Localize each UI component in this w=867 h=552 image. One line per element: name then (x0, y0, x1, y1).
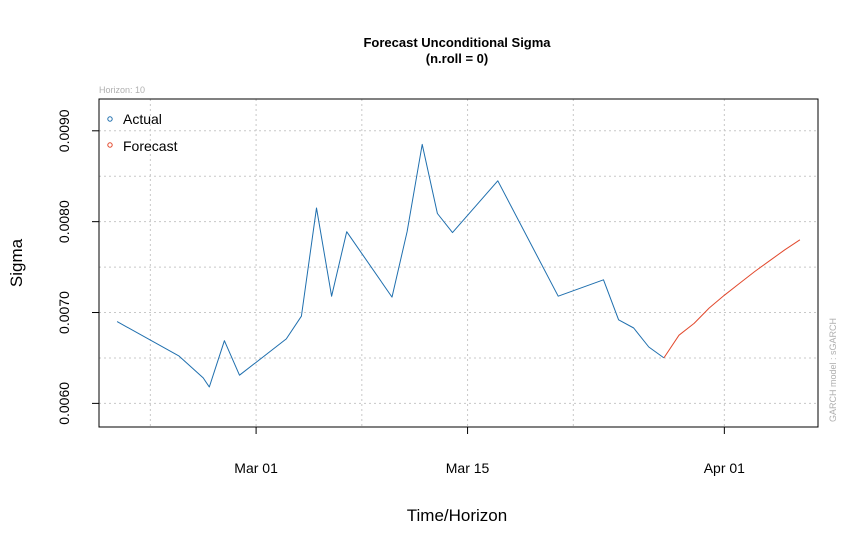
series-line-actual (116, 143, 665, 388)
x-axis-label: Time/Horizon (407, 506, 507, 525)
y-tick-label: 0.0080 (56, 200, 72, 243)
model-note: GARCH model : sGARCH (828, 318, 838, 422)
chart-title: Forecast Unconditional Sigma (363, 35, 551, 50)
series-layer (116, 143, 801, 388)
grid (99, 99, 818, 427)
x-tick-label: Mar 15 (446, 460, 490, 476)
y-axis: 0.0060 0.0070 0.0080 0.0090 (56, 109, 99, 425)
legend: Actual Forecast (107, 111, 178, 154)
y-axis-label: Sigma (7, 238, 26, 287)
x-tick-label: Apr 01 (704, 460, 745, 476)
legend-marker-forecast (107, 142, 113, 148)
y-tick-label: 0.0070 (56, 291, 72, 334)
plot-frame (98, 98, 819, 428)
legend-label-forecast: Forecast (123, 138, 178, 154)
legend-label-actual: Actual (123, 111, 162, 127)
y-tick-label: 0.0060 (56, 382, 72, 425)
y-tick-label: 0.0090 (56, 109, 72, 152)
horizon-note: Horizon: 10 (99, 85, 145, 95)
x-axis: Mar 01 Mar 15 Apr 01 (234, 427, 745, 476)
legend-marker-actual (107, 116, 113, 122)
chart-subtitle: (n.roll = 0) (426, 51, 488, 66)
x-tick-label: Mar 01 (234, 460, 278, 476)
series-line-forecast (663, 239, 801, 359)
